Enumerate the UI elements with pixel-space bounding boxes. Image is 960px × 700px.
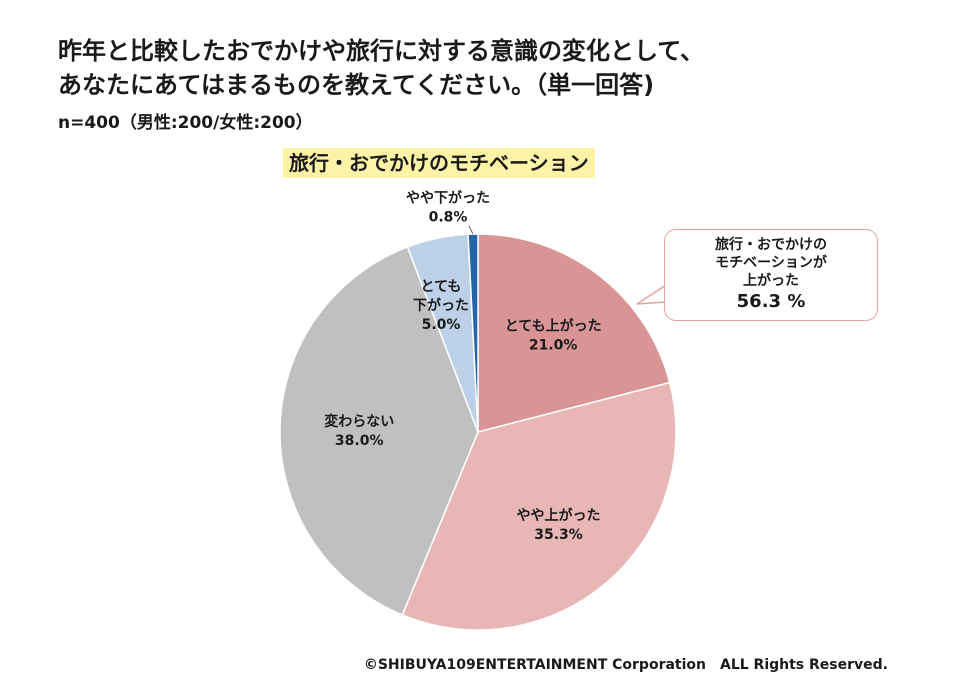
slice-slightly-decreased (467, 233, 479, 433)
slice-category-label: 下がった (413, 297, 469, 314)
slice-very-increased (477, 233, 671, 433)
callout-line-1: 旅行・おでかけの (715, 237, 827, 253)
question-title: 昨年と比較したおでかけや旅行に対する意識の変化として、 あなたにあてはまるものを… (58, 34, 918, 102)
slice-category-label: やや下がった (406, 190, 490, 207)
slice-category-label: とても上がった (505, 317, 602, 334)
slice-value-label: 38.0% (335, 433, 384, 449)
slice-slightly-increased (401, 381, 677, 631)
callout-line-2: モチベーションが (715, 255, 827, 271)
slice-value-label: 35.3% (534, 527, 583, 543)
sample-size-note: n=400（男性:200/女性:200） (58, 113, 313, 133)
slice-category-label: やや上がった (517, 507, 601, 524)
question-title-line-1: 昨年と比較したおでかけや旅行に対する意識の変化として、 (58, 37, 705, 65)
slice-unchanged (279, 246, 479, 616)
chart-title: 旅行・おでかけのモチベーション (283, 148, 595, 178)
callout-line-3: 上がった (743, 273, 799, 289)
callout-box: 旅行・おでかけの モチベーションが 上がった 56.3 % (664, 229, 878, 321)
slice-value-label: 5.0% (422, 317, 461, 333)
slice-value-label: 21.0% (529, 337, 578, 353)
copyright-footer: ©SHIBUYA109ENTERTAINMENT Corporation ALL… (363, 657, 888, 673)
question-title-line-2: あなたにあてはまるものを教えてください。（単一回答) (58, 71, 655, 99)
slice-category-label: 変わらない (324, 413, 394, 430)
callout-value: 56.3 % (736, 291, 806, 312)
slice-value-label: 0.8% (429, 210, 468, 226)
slice-category-label: とても (421, 279, 462, 295)
leader-line (468, 225, 474, 235)
